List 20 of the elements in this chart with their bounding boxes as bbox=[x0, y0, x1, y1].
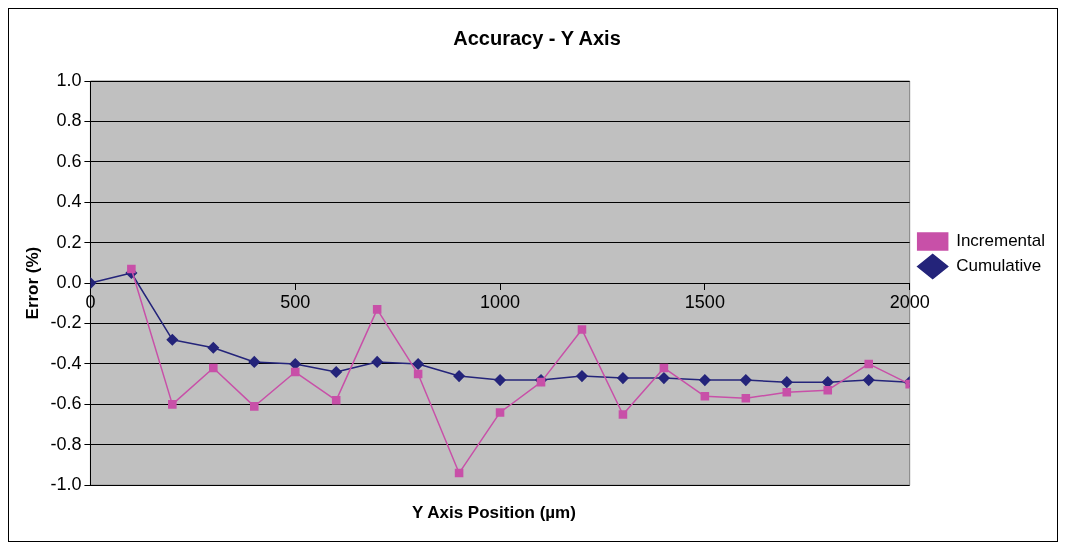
x-tick-label: 1500 bbox=[684, 291, 725, 312]
x-tick-label: 500 bbox=[280, 291, 311, 312]
x-axis-title: Y Axis Position (µm) bbox=[411, 503, 577, 523]
legend-label: Incremental bbox=[956, 231, 1046, 251]
x-tick-label: 1000 bbox=[480, 291, 521, 312]
y-tick-label: 0.2 bbox=[56, 231, 82, 252]
y-tick-label: 0.4 bbox=[56, 191, 82, 212]
y-tick-label: 0.0 bbox=[56, 272, 82, 293]
legend-label: Cumulative bbox=[956, 256, 1042, 276]
y-tick-label: 1.0 bbox=[56, 69, 82, 90]
x-tick-label: 2000 bbox=[889, 291, 930, 312]
y-tick-label: -0.2 bbox=[50, 312, 82, 333]
y-tick-label: 0.6 bbox=[56, 150, 82, 171]
y-tick-label: -0.6 bbox=[50, 393, 82, 414]
y-axis-title: Error (%) bbox=[22, 246, 42, 320]
y-tick-label: -0.8 bbox=[50, 433, 82, 454]
chart-title: Accuracy - Y Axis bbox=[453, 26, 621, 49]
y-tick-label: -1.0 bbox=[50, 474, 82, 495]
y-tick-label: 0.8 bbox=[56, 110, 82, 131]
y-tick-label: -0.4 bbox=[50, 352, 82, 373]
